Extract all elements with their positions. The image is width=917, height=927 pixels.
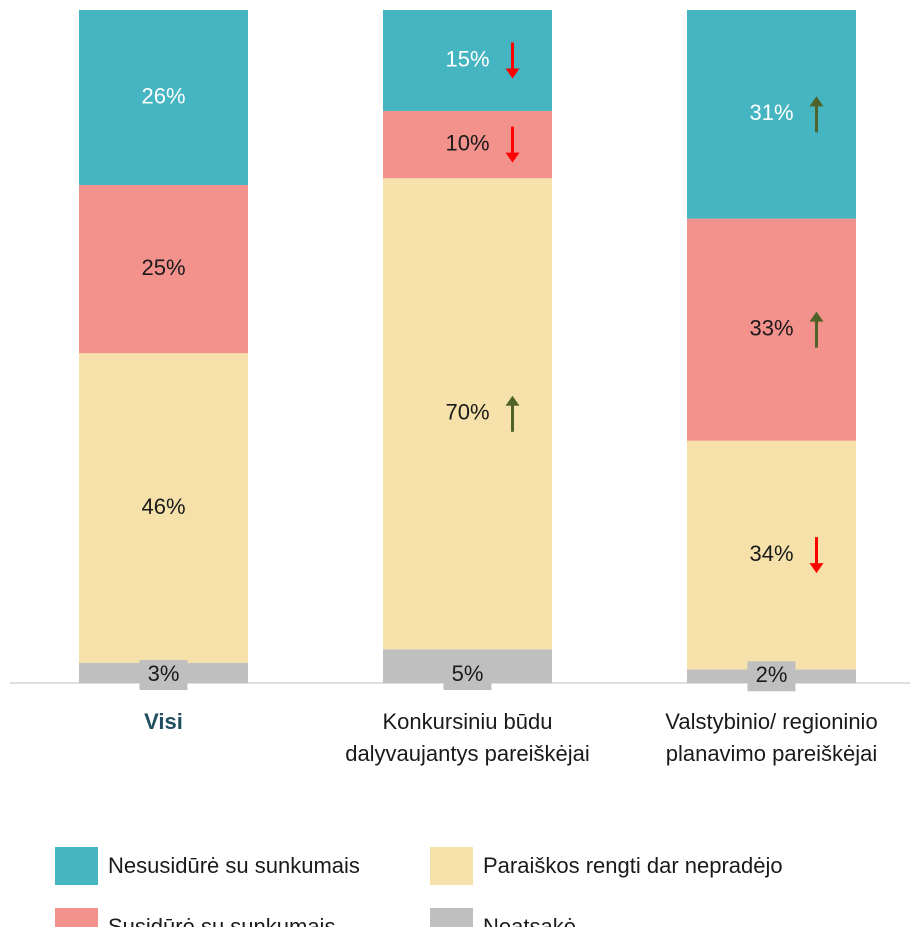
value-label-bg bbox=[747, 661, 796, 692]
legend-label: Neatsakė bbox=[483, 914, 576, 927]
value-label: 2% bbox=[756, 662, 788, 687]
bar-segment bbox=[687, 10, 856, 219]
value-label: 5% bbox=[452, 661, 484, 686]
x-tick-label: Konkursiniu būdu bbox=[382, 709, 552, 734]
bar-segment bbox=[383, 110, 552, 179]
value-label: 10% bbox=[445, 130, 489, 155]
legend-swatch bbox=[430, 847, 473, 885]
value-label: 26% bbox=[141, 83, 185, 108]
value-label: 46% bbox=[141, 494, 185, 519]
legend-swatch bbox=[55, 908, 98, 927]
legend-swatch bbox=[55, 847, 98, 885]
trend-arrow-head bbox=[809, 311, 824, 322]
trend-arrow-head bbox=[505, 152, 520, 163]
trend-arrow-head bbox=[809, 96, 824, 107]
value-label: 33% bbox=[749, 315, 793, 340]
x-tick-label: dalyvaujantys pareiškėjai bbox=[345, 741, 590, 766]
bar-segment bbox=[383, 178, 552, 650]
legend-label: Susidūrė su sunkumais bbox=[108, 914, 335, 927]
x-tick-label: planavimo pareiškėjai bbox=[666, 741, 878, 766]
value-label: 15% bbox=[445, 46, 489, 71]
legend-label: Nesusidūrė su sunkumais bbox=[108, 853, 360, 878]
legend-label: Paraiškos rengti dar nepradėjo bbox=[483, 853, 783, 878]
value-label: 70% bbox=[445, 400, 489, 425]
bar-segment bbox=[79, 10, 248, 185]
legend-swatch bbox=[430, 908, 473, 927]
value-label: 25% bbox=[141, 255, 185, 280]
value-label-bg bbox=[443, 660, 492, 690]
value-label-bg bbox=[139, 660, 188, 690]
trend-arrow-head bbox=[809, 563, 824, 574]
bar-segment bbox=[383, 10, 552, 111]
x-tick-label: Valstybinio/ regioninio bbox=[665, 709, 877, 734]
bar-segment bbox=[79, 353, 248, 663]
value-label: 31% bbox=[749, 100, 793, 125]
bar-segment bbox=[687, 218, 856, 441]
trend-arrow-head bbox=[505, 395, 520, 406]
bar-segment bbox=[687, 440, 856, 670]
value-label: 34% bbox=[749, 541, 793, 566]
trend-arrow-head bbox=[505, 68, 520, 79]
bar-segment bbox=[79, 184, 248, 354]
x-tick-label: Visi bbox=[144, 709, 183, 734]
value-label: 3% bbox=[148, 661, 180, 686]
